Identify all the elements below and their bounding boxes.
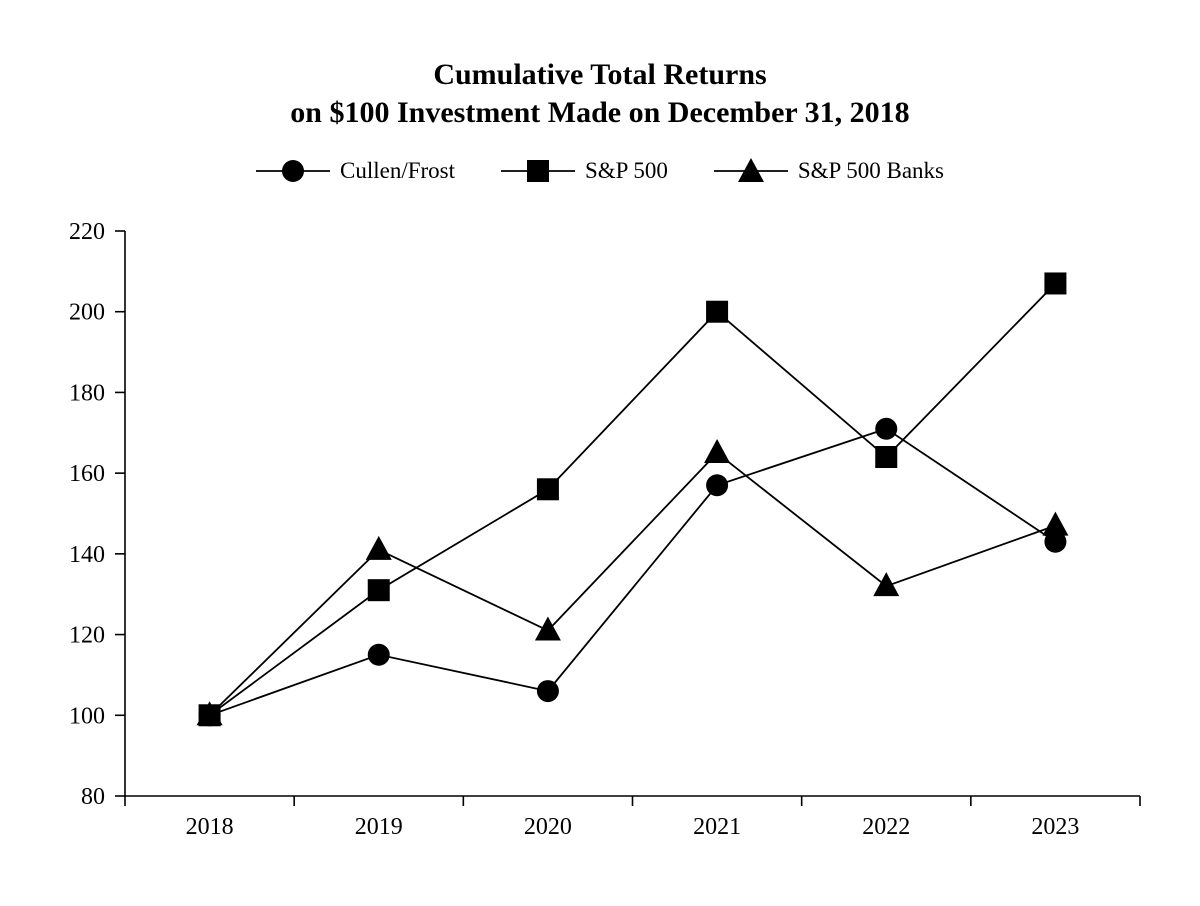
y-tick-label: 80 xyxy=(81,784,105,810)
y-tick-label: 120 xyxy=(69,623,105,649)
legend-item-sp500: S&P 500 xyxy=(501,158,668,184)
x-tick-label: 2021 xyxy=(693,814,741,840)
axes xyxy=(124,231,1140,797)
series-line-1 xyxy=(209,282,1057,717)
x-axis: 2018 2019 2020 2021 2022 2023 xyxy=(124,796,1141,840)
x-tick-label: 2023 xyxy=(1031,814,1079,840)
y-tick-label: 200 xyxy=(69,300,105,326)
legend-label: Cullen/Frost xyxy=(339,158,455,183)
triangle-marker-icon xyxy=(713,158,788,182)
y-axis: 80 100 120 140 160 180 200 220 xyxy=(69,219,125,810)
series-markers-1 xyxy=(198,272,1067,727)
square-marker-icon xyxy=(501,160,575,182)
y-tick-label: 160 xyxy=(69,461,105,487)
legend-label: S&P 500 Banks xyxy=(797,158,944,183)
x-tick-label: 2020 xyxy=(524,814,572,840)
series-markers-2 xyxy=(196,438,1069,726)
legend-label: S&P 500 xyxy=(585,158,668,183)
chart-legend: Cullen/Frost S&P 500 S&P 500 Banks xyxy=(0,156,1200,186)
x-tick-label: 2022 xyxy=(862,814,910,840)
y-tick-label: 100 xyxy=(69,703,105,729)
chart-area: 80 100 120 140 160 180 200 220 2018 2019 2020 2021 2… xyxy=(0,196,1200,906)
chart-title-line2: on $100 Investment Made on December 31, … xyxy=(290,96,910,129)
y-tick-label: 180 xyxy=(69,380,105,406)
legend-item-cullen-frost: Cullen/Frost xyxy=(255,158,455,184)
series-line-0 xyxy=(209,427,1056,717)
circle-marker-icon xyxy=(255,160,330,182)
chart-title-line1: Cumulative Total Returns xyxy=(433,58,767,91)
chart-title: Cumulative Total Returns on $100 Investm… xyxy=(0,0,1200,132)
legend-item-sp500-banks: S&P 500 Banks xyxy=(713,158,944,184)
series-line-2 xyxy=(208,451,1056,716)
y-tick-label: 220 xyxy=(69,219,105,245)
x-tick-label: 2018 xyxy=(186,814,234,840)
y-tick-label: 140 xyxy=(69,542,105,568)
series-markers-0 xyxy=(198,417,1067,727)
x-tick-label: 2019 xyxy=(355,814,403,840)
